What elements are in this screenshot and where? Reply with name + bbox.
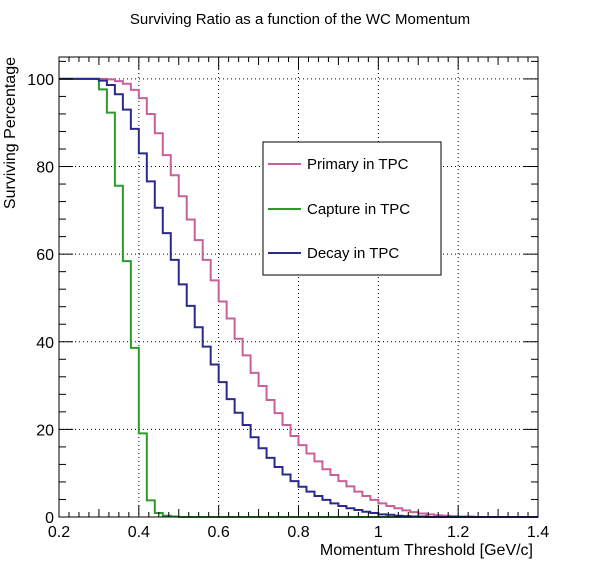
y-tick-label: 100 [27, 72, 54, 89]
ticks [58, 57, 539, 518]
y-tick-label: 0 [45, 510, 54, 527]
x-axis-title: Momentum Threshold [GeV/c] [320, 542, 533, 559]
legend-label-primary-in-tpc: Primary in TPC [307, 156, 409, 173]
x-tick-label: 0.2 [48, 524, 70, 541]
x-tick-label: 0.8 [287, 524, 309, 541]
chart-title: Surviving Ratio as a function of the WC … [130, 11, 470, 28]
y-tick-label: 20 [36, 422, 54, 439]
x-tick-label: 1.2 [447, 524, 469, 541]
y-tick-label: 60 [36, 247, 54, 264]
y-tick-label: 80 [36, 160, 54, 177]
legend-label-capture-in-tpc: Capture in TPC [307, 201, 410, 218]
legend-label-decay-in-tpc: Decay in TPC [307, 245, 399, 262]
x-tick-label: 1 [374, 524, 383, 541]
x-tick-label: 1.4 [527, 524, 549, 541]
legend: Primary in TPC Capture in TPC Decay in TPC [262, 141, 442, 276]
x-tick-label: 0.4 [128, 524, 150, 541]
y-axis-title: Surviving Percentage [2, 57, 19, 209]
x-tick-label: 0.6 [208, 524, 230, 541]
y-tick-label: 40 [36, 335, 54, 352]
series-line-primary-in-tpc [59, 77, 538, 518]
tick-labels: 0.2 0.4 0.6 0.8 1 1.2 1.4 0 20 40 60 80 100 [27, 72, 549, 541]
